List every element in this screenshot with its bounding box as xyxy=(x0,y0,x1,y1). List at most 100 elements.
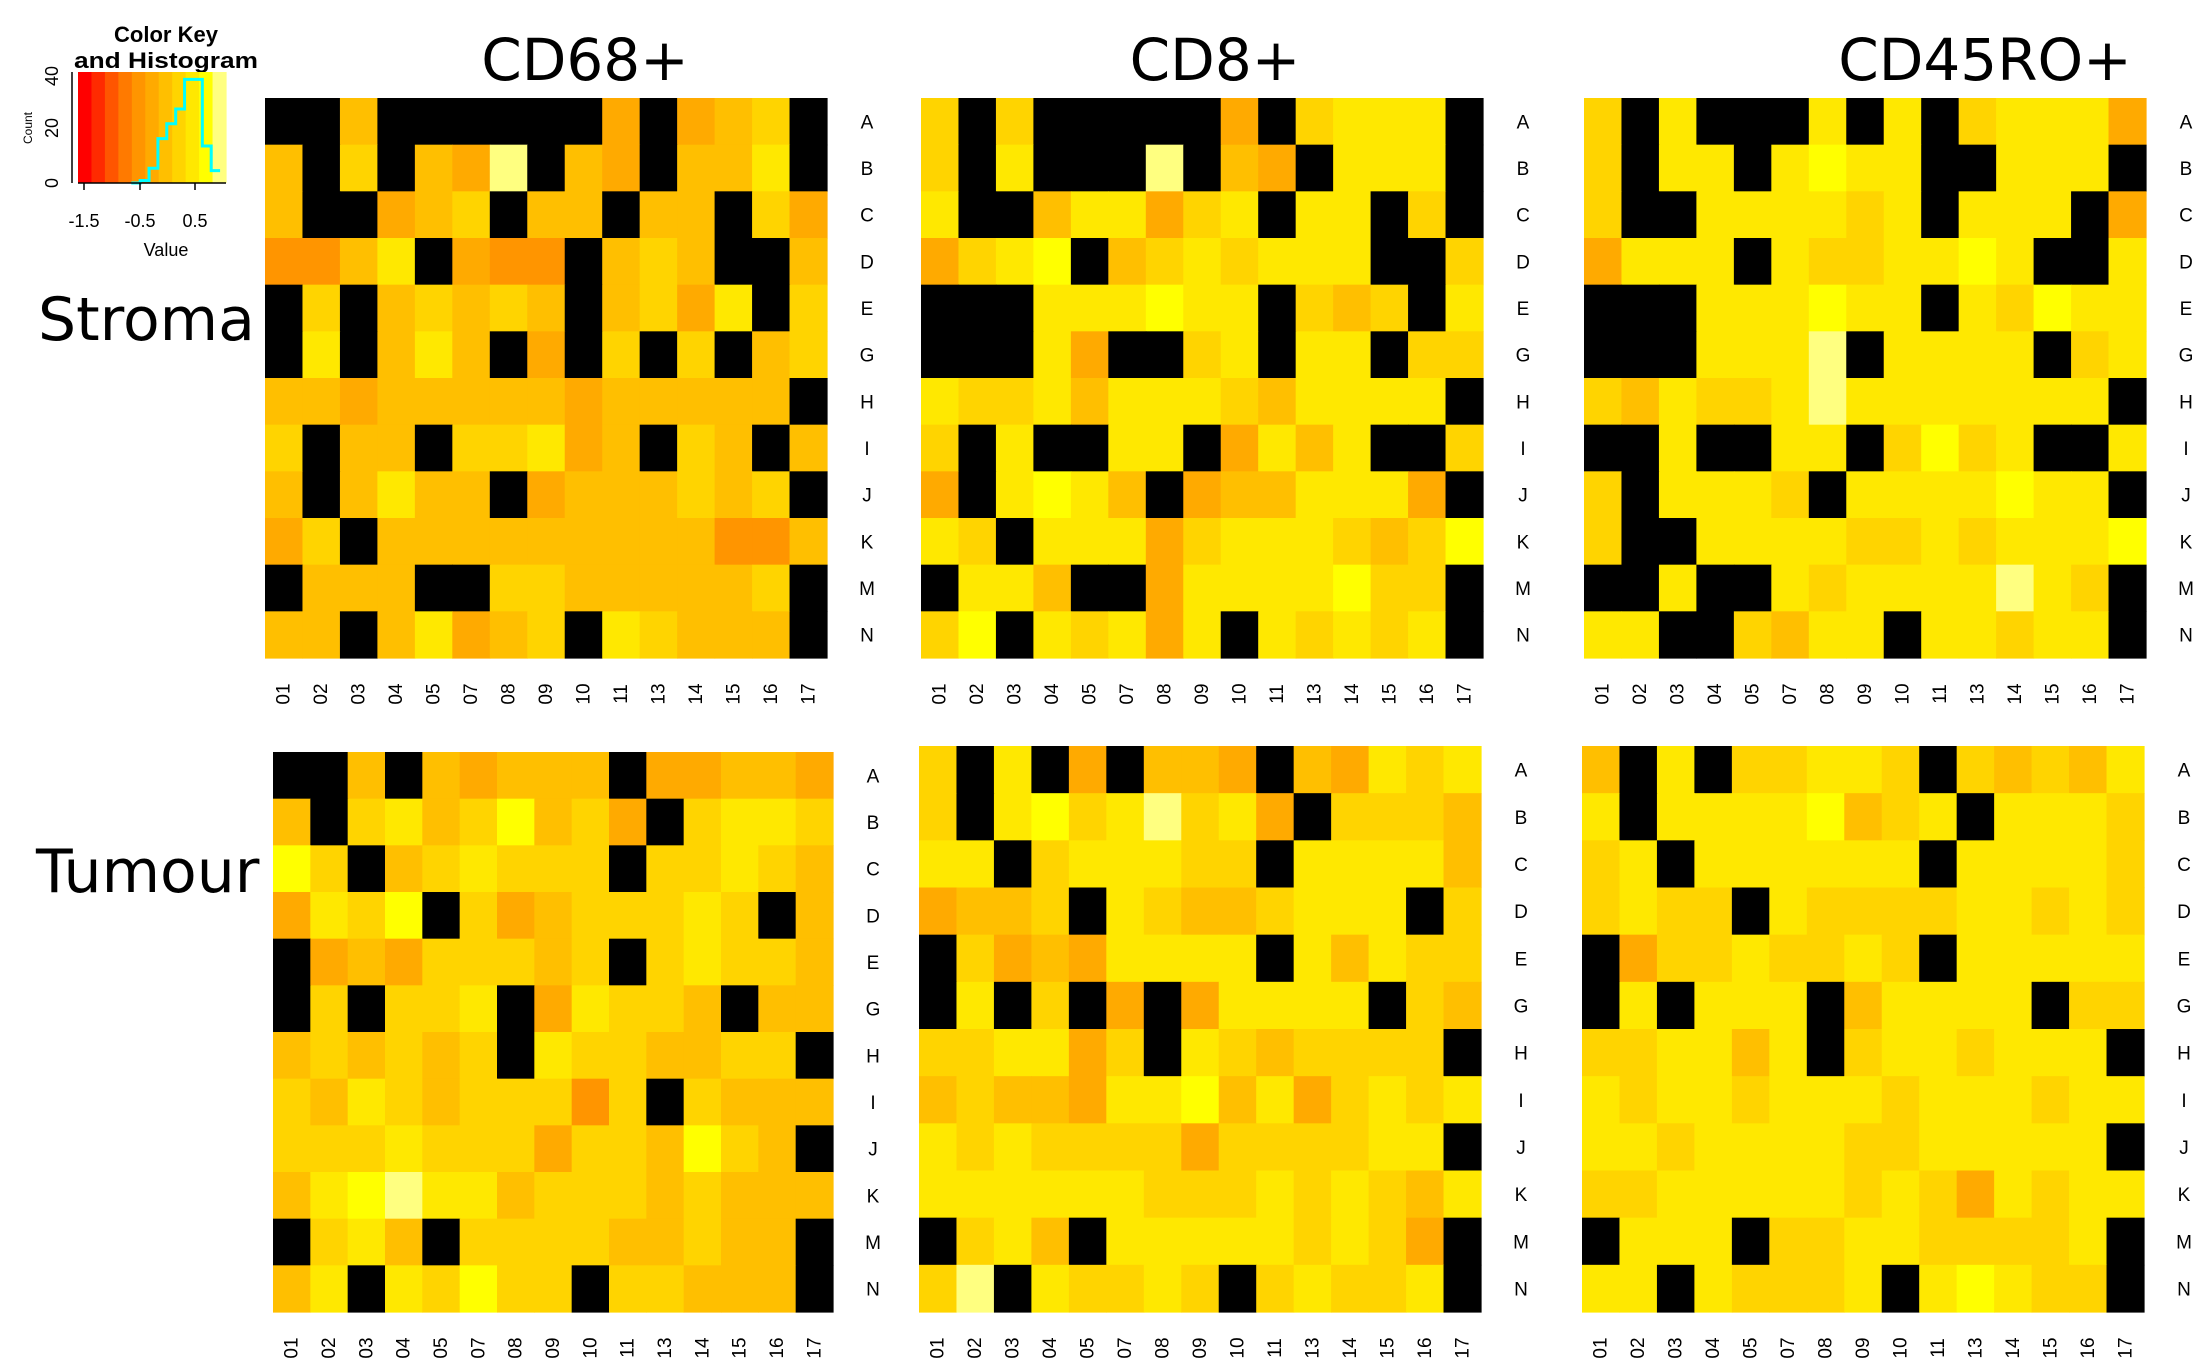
heatmap-cell xyxy=(789,191,828,239)
heatmap-cell xyxy=(1033,564,1072,612)
heatmap-cell xyxy=(265,611,304,659)
heatmap-cell xyxy=(1108,378,1147,426)
column-tick-label: 10 xyxy=(1229,683,1250,704)
heatmap-cell xyxy=(1145,378,1184,426)
heatmap-cell xyxy=(2069,1264,2108,1313)
heatmap-cell xyxy=(1958,98,1997,146)
heatmap-cell xyxy=(1106,840,1145,889)
column-tick-label: 02 xyxy=(319,1337,340,1358)
heatmap-cell xyxy=(452,144,491,192)
heatmap-cell xyxy=(752,284,791,332)
heatmap-cell xyxy=(1258,471,1297,519)
heatmap-cell xyxy=(1844,981,1883,1030)
heatmap-cell xyxy=(1220,378,1259,426)
heatmap-cell xyxy=(1183,144,1222,192)
row-tick-label: N xyxy=(866,1280,880,1301)
heatmap-cell xyxy=(1183,378,1222,426)
column-tick-label: 09 xyxy=(1192,683,1213,704)
heatmap-cell xyxy=(385,1032,423,1080)
heatmap-cell xyxy=(921,378,960,426)
heatmap-cell xyxy=(795,1032,834,1080)
heatmap-cell xyxy=(683,938,722,986)
heatmap-cell xyxy=(571,1172,610,1220)
heatmap-cell xyxy=(1846,284,1885,332)
heatmap-cell xyxy=(721,985,759,1033)
column-tick-label: 01 xyxy=(282,1337,303,1358)
heatmap-cell xyxy=(1733,98,1772,146)
row-tick-label: H xyxy=(1516,392,1530,413)
heatmap-cell xyxy=(993,981,1032,1030)
heatmap-cell xyxy=(1106,887,1145,936)
heatmap-cell xyxy=(677,144,716,192)
heatmap-cell xyxy=(677,424,716,472)
heatmap-cell xyxy=(1031,934,1070,983)
heatmap-cell xyxy=(1958,564,1997,612)
heatmap-cell xyxy=(795,752,834,800)
heatmap-cell xyxy=(1443,840,1482,889)
row-tick-label: K xyxy=(1517,532,1530,553)
column-tick-label: 08 xyxy=(1816,1337,1837,1358)
heatmap-cell xyxy=(377,424,416,472)
heatmap-cell xyxy=(1256,793,1295,841)
heatmap-cell xyxy=(1771,564,1810,612)
heatmap-cell xyxy=(602,424,641,472)
heatmap-cell xyxy=(1333,518,1372,566)
heatmap-cell xyxy=(639,191,678,239)
heatmap-cell xyxy=(347,845,386,893)
heatmap-cell xyxy=(677,331,716,379)
heatmap-cell xyxy=(414,238,453,286)
heatmap-cell xyxy=(1956,1029,1995,1077)
heatmap-cell xyxy=(302,471,341,519)
column-tick-label: 05 xyxy=(431,1337,452,1358)
heatmap-cell xyxy=(2031,1076,2070,1124)
heatmap-cell xyxy=(1183,238,1222,286)
heatmap-cell xyxy=(1921,564,1960,612)
heatmap-cell xyxy=(2108,284,2147,332)
heatmap-cell xyxy=(758,1078,797,1126)
heatmap-cell xyxy=(1694,1123,1733,1172)
heatmap-cell xyxy=(1183,191,1222,239)
heatmap-cell xyxy=(639,424,678,472)
heatmap-cell xyxy=(422,798,461,846)
column-tick-label: 05 xyxy=(1741,1337,1762,1358)
heatmap-cell xyxy=(721,1032,759,1080)
heatmap-cell xyxy=(527,144,566,192)
heatmap-cell xyxy=(758,892,797,940)
column-tick-label: 11 xyxy=(1930,684,1951,704)
heatmap-cell xyxy=(1731,981,1770,1030)
heatmap-cell xyxy=(1220,471,1259,519)
heatmap-cell xyxy=(639,144,678,192)
heatmap-cell xyxy=(1958,191,1997,239)
heatmap-cell xyxy=(489,564,528,612)
row-tick-label: N xyxy=(2179,626,2193,647)
heatmap-cell xyxy=(1108,284,1147,332)
heatmap-cell xyxy=(571,1218,610,1266)
heatmap-cell xyxy=(534,798,573,846)
heatmap-cell xyxy=(414,284,453,332)
heatmap-cell xyxy=(1368,981,1407,1030)
column-tick-label: 08 xyxy=(506,1337,527,1358)
heatmap-cell xyxy=(1333,238,1372,286)
heatmap-cell xyxy=(683,798,722,846)
heatmap-cell xyxy=(571,892,610,940)
heatmap-cell xyxy=(956,981,995,1030)
heatmap-cell xyxy=(1218,840,1257,889)
heatmap-cell xyxy=(993,887,1032,936)
heatmap-cell xyxy=(347,892,386,940)
heatmap-cell xyxy=(995,98,1034,146)
heatmap-cell xyxy=(1656,1217,1695,1266)
heatmap-cell xyxy=(1443,1076,1482,1124)
heatmap-cell xyxy=(1218,1123,1257,1172)
heatmap-cell xyxy=(956,1170,995,1219)
heatmap-cell xyxy=(1883,144,1922,192)
heatmap-cell xyxy=(1406,1264,1445,1313)
heatmap-cell xyxy=(422,1032,461,1080)
heatmap-cell xyxy=(1295,611,1334,659)
heatmap-cell xyxy=(1333,564,1372,612)
heatmap-cell xyxy=(993,1076,1032,1124)
heatmap-cell xyxy=(1844,840,1883,889)
row-tick-label: A xyxy=(2180,112,2193,133)
heatmap-cell xyxy=(1406,840,1445,889)
heatmap-cell xyxy=(527,98,566,146)
heatmap-cell xyxy=(1220,238,1259,286)
